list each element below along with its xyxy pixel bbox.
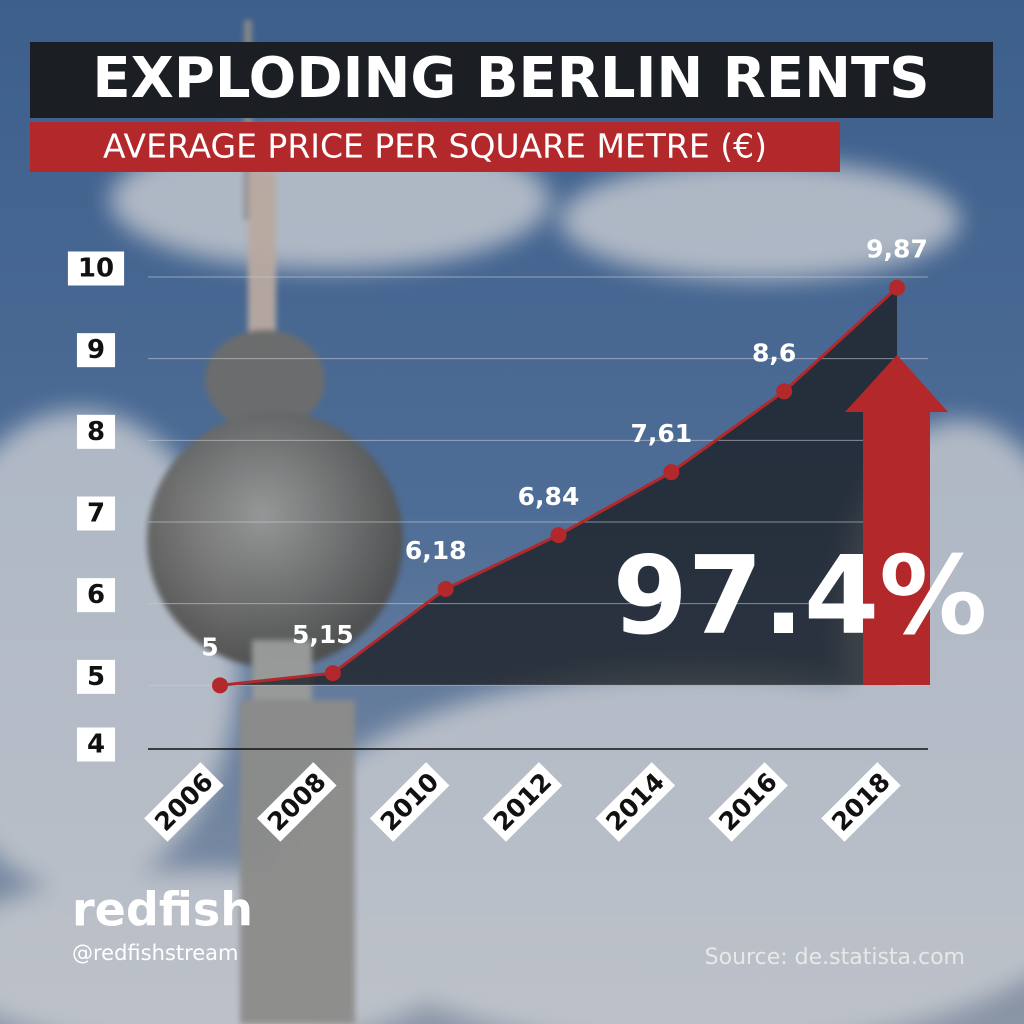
point [437,580,454,597]
point [889,279,905,296]
x-tick-label-box [482,762,563,842]
area [220,287,897,686]
point [324,665,341,682]
y-tick-label: 10 [78,254,114,284]
y-tick-label-box [76,578,116,613]
x-tick-label-box [256,762,337,842]
y-tick-label-box [76,496,116,531]
value-label: 5,15 [292,620,354,649]
y-tick-label-group: 9 [76,333,116,368]
point [550,527,567,544]
chart-subtitle: AVERAGE PRICE PER SQUARE METRE (€) [103,127,767,166]
y-tick-label-box [76,333,116,368]
x-tick-label-box [369,762,450,842]
y-tick-label-box [76,414,116,449]
y-tick-label-box [76,659,116,694]
point [663,464,680,481]
y-tick-label-group: 7 [76,496,116,531]
point [212,677,228,694]
x-tick-label-box [821,762,901,842]
annotation: 97.4% [613,534,988,659]
chart-title: EXPLODING BERLIN RENTS [92,46,929,111]
value-label: 8,6 [752,338,796,367]
brand: redfish [72,883,253,937]
y-tick-label-box [67,251,125,286]
value-label: 7,61 [630,419,692,448]
y-tick-label: 7 [87,499,105,529]
value-label: 9,87 [866,235,928,264]
y-tick-label: 6 [87,580,105,610]
y-tick-label-group: 4 [76,727,116,762]
x-tick-label-box [144,762,224,842]
y-tick-label: 9 [87,335,105,365]
growth-arrow [845,355,948,685]
y-tick-label: 5 [87,662,105,692]
x-tick-label-box [708,762,788,842]
value-label: 6,84 [518,482,580,511]
y-tick-label-group: 8 [76,414,116,449]
y-tick-label-group: 6 [76,578,116,613]
title-bar: EXPLODING BERLIN RENTS AVERAGE PRICE PER… [30,42,993,172]
value-label: 5 [201,632,218,661]
y-tick-label-box [76,727,116,762]
point [776,383,793,400]
x-tick-label-box [595,762,676,842]
source: Source: de.statista.com [705,945,965,970]
handle: @redfishstream [72,941,239,965]
y-tick-label-group: 10 [67,251,125,286]
y-tick-label-group: 5 [76,659,116,694]
y-tick-label: 8 [87,417,105,447]
y-tick-label: 4 [87,730,105,760]
value-label: 6,18 [405,536,467,565]
